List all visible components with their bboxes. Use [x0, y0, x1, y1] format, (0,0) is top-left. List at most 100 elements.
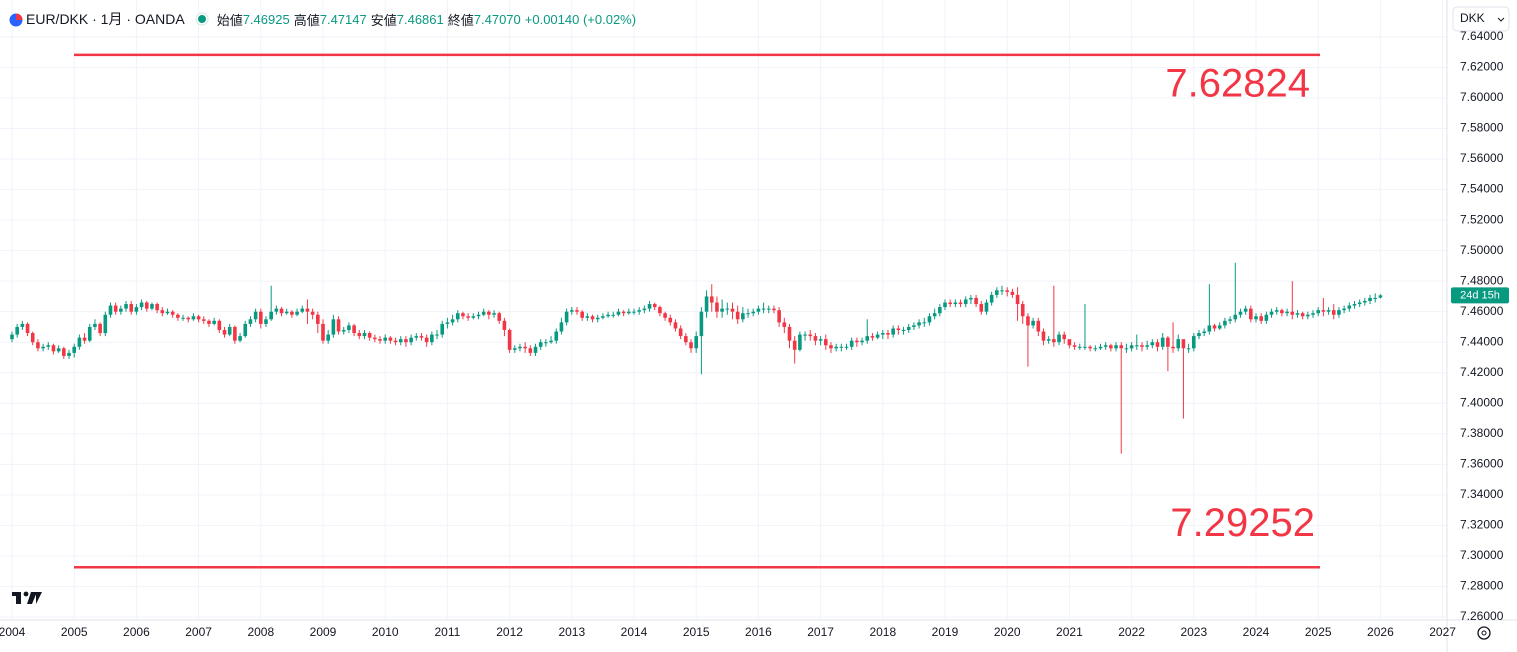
candle-body: [321, 323, 325, 341]
tv-logo: [12, 591, 42, 604]
candle-body: [1109, 345, 1113, 349]
candle-body: [1150, 342, 1155, 346]
candle-body: [227, 326, 232, 335]
candle-body: [1134, 345, 1139, 347]
candle-body: [1295, 313, 1300, 315]
x-tick-label: 2007: [185, 625, 212, 639]
candle-body: [1238, 311, 1243, 315]
y-tick-label: 7.64000: [1460, 29, 1504, 43]
candle-body: [238, 336, 242, 341]
candle-body: [891, 328, 895, 335]
candle-body: [295, 311, 299, 315]
candle-body: [1119, 345, 1124, 349]
candle-body: [487, 311, 491, 315]
candle-body: [367, 333, 372, 338]
candle-body: [538, 342, 543, 347]
candle-body: [1212, 325, 1217, 329]
countdown-label: 24d 15h: [1460, 289, 1500, 301]
y-tick-label: 7.28000: [1460, 579, 1504, 593]
candle-body: [108, 305, 113, 315]
candle-body: [492, 313, 496, 315]
x-tick-label: 2008: [247, 625, 274, 639]
candle-body: [756, 308, 761, 312]
candle-body: [274, 308, 279, 312]
candle-body: [1010, 291, 1015, 295]
candle-body: [98, 323, 102, 334]
candle-body: [1316, 310, 1320, 314]
open-value: 7.46925: [242, 11, 290, 27]
candle-body: [181, 317, 185, 319]
candle-body: [647, 304, 652, 309]
candle-body: [1321, 310, 1326, 312]
x-tick-label: 2012: [496, 625, 523, 639]
candle-body: [1098, 346, 1103, 349]
candle-body: [580, 311, 584, 318]
candle-body: [1181, 339, 1186, 349]
candle-body: [253, 311, 258, 320]
settings-icon[interactable]: [1477, 626, 1491, 640]
candle-body: [497, 313, 502, 321]
candle-body: [264, 319, 268, 324]
candle-body: [1342, 308, 1346, 311]
candle-body: [435, 334, 439, 336]
candle-body: [1337, 310, 1341, 315]
y-tick-label: 7.42000: [1460, 365, 1504, 379]
candle-body: [813, 336, 818, 341]
candle-body: [1020, 304, 1025, 317]
candle-body: [1285, 311, 1289, 314]
candle-body: [663, 313, 667, 318]
x-tick-label: 2004: [0, 625, 26, 639]
symbol[interactable]: EUR/DKK · 1月 · OANDA: [26, 11, 185, 27]
candle-body: [1083, 346, 1087, 348]
open-label: 始値: [216, 12, 243, 28]
candle-body: [1223, 320, 1227, 326]
y-tick-label: 7.32000: [1460, 518, 1504, 532]
candle-body: [455, 313, 460, 320]
candle-body: [855, 340, 859, 343]
candle-body: [1103, 345, 1108, 347]
candle-body: [15, 326, 19, 335]
candle-body: [1057, 334, 1061, 343]
candle-body: [507, 329, 512, 350]
candle-body: [689, 342, 693, 349]
y-tick-label: 7.62000: [1460, 60, 1504, 74]
candle-body: [1228, 319, 1232, 321]
grid: [0, 0, 1447, 620]
x-tick-label: 2027: [1429, 625, 1456, 639]
candle-body: [20, 323, 25, 327]
candle-body: [715, 302, 719, 312]
candle-body: [1306, 314, 1310, 317]
candle-body: [678, 328, 683, 337]
candle-body: [912, 325, 916, 327]
candle-body: [590, 316, 595, 320]
candle-body: [398, 339, 403, 343]
candle-body: [808, 334, 813, 337]
candle-body: [777, 310, 781, 323]
candle-body: [512, 348, 517, 350]
candle-body: [528, 348, 533, 353]
candle-body: [875, 334, 880, 338]
x-tick-label: 2020: [994, 625, 1021, 639]
candle-body: [1067, 339, 1072, 346]
candle-body: [383, 337, 387, 341]
candle-body: [958, 302, 963, 305]
x-tick-label: 2024: [1243, 625, 1270, 639]
candle-body: [616, 311, 621, 315]
candle-body: [1274, 310, 1279, 312]
candle-body: [290, 311, 294, 315]
candle-body: [1186, 348, 1191, 350]
candle-body: [1000, 290, 1004, 292]
candle-body: [865, 336, 870, 341]
x-tick-label: 2011: [434, 625, 460, 639]
y-tick-label: 7.26000: [1460, 609, 1504, 623]
candle-body: [963, 299, 968, 305]
candle-body: [766, 308, 771, 310]
candle-body: [430, 334, 434, 343]
x-tick-label: 2019: [932, 625, 959, 639]
currency-button[interactable]: [1452, 6, 1510, 32]
candle-body: [901, 329, 906, 331]
x-tick-label: 2009: [310, 625, 337, 639]
candle-body: [668, 317, 673, 323]
candle-body: [25, 323, 30, 334]
candle-body: [1005, 290, 1009, 292]
